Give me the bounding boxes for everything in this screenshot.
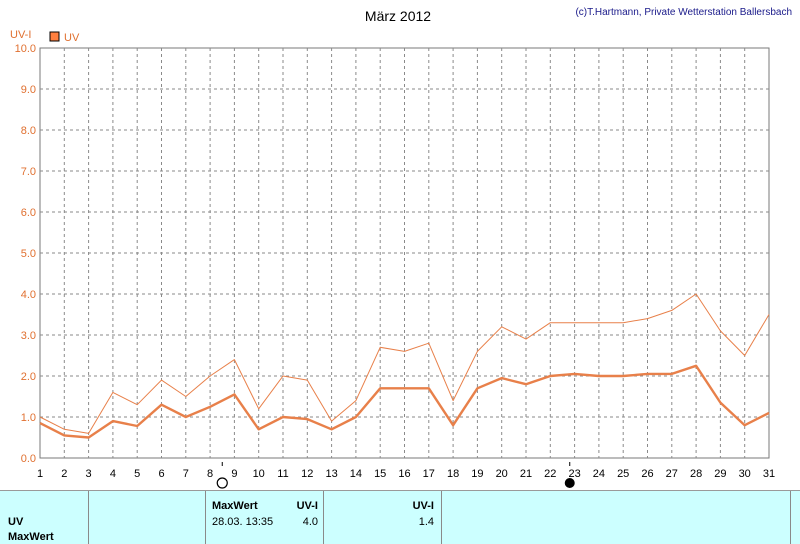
y-tick-label: 6.0 <box>21 207 36 219</box>
panel-divider <box>441 491 442 544</box>
x-tick-label: 24 <box>593 468 605 480</box>
y-tick-label: 5.0 <box>21 248 36 260</box>
y-tick-labels: 0.0 1.0 2.0 3.0 4.0 5.0 6.0 7.0 8.0 9.0 10.0 <box>15 43 36 465</box>
full-moon-icon <box>216 477 228 489</box>
x-tick-label: 11 <box>277 468 288 480</box>
chart-title: März 2012 <box>365 8 431 24</box>
series-line-uv-max <box>39 293 770 434</box>
x-tick-label: 14 <box>350 468 362 480</box>
x-tick-label: 18 <box>447 468 459 480</box>
x-tick-label: 29 <box>714 468 726 480</box>
x-tick-label: 31 <box>763 468 775 480</box>
x-tick-label: 9 <box>231 468 237 480</box>
panel-divider <box>205 491 206 544</box>
x-tick-label: 7 <box>183 468 189 480</box>
x-tick-label: 1 <box>37 468 43 480</box>
x-tick-label: 8 <box>207 468 213 480</box>
credit-text: (c)T.Hartmann, Private Wetterstation Bal… <box>575 7 792 18</box>
x-tick-label: 15 <box>374 468 386 480</box>
x-tick-label: 10 <box>253 468 265 480</box>
new-moon-icon <box>564 478 575 488</box>
max-header: MaxWert <box>212 500 258 512</box>
series-lines <box>39 293 770 439</box>
x-tick-label: 21 <box>520 468 532 480</box>
y-tick-label: 2.0 <box>21 371 36 383</box>
grid-lines <box>40 48 769 458</box>
x-tick-label: 28 <box>690 468 702 480</box>
x-tick-labels: 1 2 3 4 5 6 7 8 9 10 11 12 13 14 15 16 17 18 19 20 21 22 23 24 2… <box>37 468 775 480</box>
row-label-uv: UV <box>8 516 24 528</box>
x-tick-label: 6 <box>158 468 164 480</box>
moon-phase-markers <box>216 462 575 489</box>
max-unit-header: UV-I <box>296 500 318 512</box>
y-tick-label: 1.0 <box>21 412 36 424</box>
x-tick-label: 17 <box>423 468 435 480</box>
panel-divider <box>88 491 89 544</box>
x-tick-label: 2 <box>61 468 67 480</box>
x-tick-label: 25 <box>617 468 629 480</box>
x-tick-label: 22 <box>544 468 556 480</box>
x-tick-label: 12 <box>301 468 313 480</box>
y-tick-label: 8.0 <box>21 125 36 137</box>
x-tick-label: 27 <box>666 468 678 480</box>
x-tick-label: 30 <box>739 468 751 480</box>
y-tick-label: 3.0 <box>21 330 36 342</box>
x-tick-label: 19 <box>471 468 483 480</box>
y-tick-label: 0.0 <box>21 453 36 465</box>
avg-unit-header: UV-I <box>412 500 434 512</box>
panel-divider <box>323 491 324 544</box>
summary-panel: UV MaxWert MaxWert UV-I 28.03. 13:35 4.0… <box>0 490 800 544</box>
y-tick-label: 9.0 <box>21 84 36 96</box>
x-tick-label: 26 <box>641 468 653 480</box>
max-date: 28.03. 13:35 <box>212 516 274 528</box>
y-tick-label: 10.0 <box>15 43 36 55</box>
x-tick-label: 20 <box>496 468 508 480</box>
x-tick-label: 4 <box>110 468 116 480</box>
y-tick-label: 4.0 <box>21 289 36 301</box>
x-tick-label: 23 <box>568 468 580 480</box>
x-tick-label: 3 <box>86 468 92 480</box>
row-label-maxwert: MaxWert <box>8 531 54 543</box>
x-tick-label: 16 <box>398 468 410 480</box>
y-tick-label: 7.0 <box>21 166 36 178</box>
y-axis-label: UV-I <box>10 29 31 41</box>
x-tick-label: 13 <box>325 468 337 480</box>
avg-value: 1.4 <box>418 516 434 528</box>
legend-swatch-uv <box>49 31 60 42</box>
legend-label-uv: UV <box>64 32 80 44</box>
x-tick-label: 5 <box>134 468 140 480</box>
panel-divider <box>790 491 791 544</box>
series-line-uv-avg <box>39 364 770 439</box>
max-value: 4.0 <box>302 516 318 528</box>
